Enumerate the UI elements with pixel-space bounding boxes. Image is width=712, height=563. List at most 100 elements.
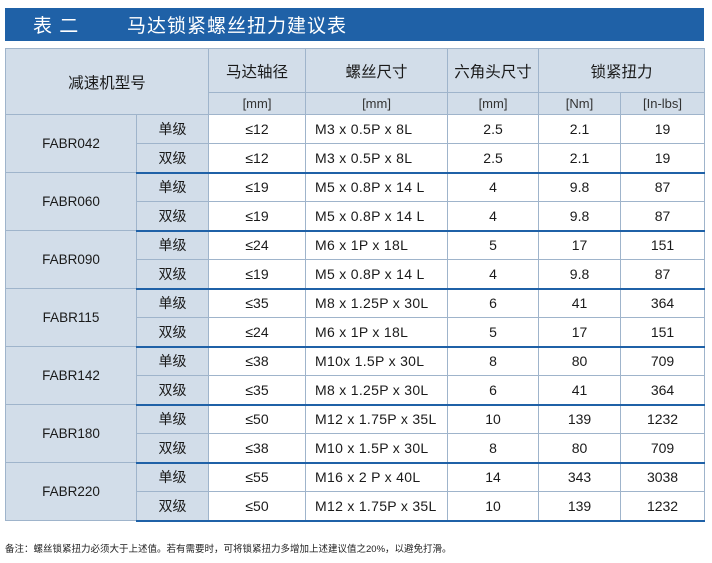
hex-cell: 10 (447, 491, 540, 522)
table-row: FABR060 单级 ≤19 M5 x 0.8P x 14 L 4 9.8 87 (5, 172, 706, 231)
unit-nm: [Nm] (538, 92, 622, 115)
screw-cell: M12 x 1.75P x 35L (305, 404, 449, 434)
table-row: 双级 ≤50 M12 x 1.75P x 35L 10 139 1232 (6, 491, 706, 522)
stage-cell: 单级 (135, 288, 210, 318)
shaft-cell: ≤35 (208, 288, 307, 318)
nm-cell: 139 (538, 404, 622, 434)
unit-shaft: [mm] (208, 92, 307, 115)
shaft-cell: ≤19 (208, 259, 307, 290)
model-cell: FABR220 (5, 462, 137, 521)
screw-cell: M5 x 0.8P x 14 L (305, 259, 449, 290)
nm-cell: 139 (538, 491, 622, 522)
model-cell: FABR115 (5, 288, 137, 347)
table-row: 双级 ≤35 M8 x 1.25P x 30L 6 41 364 (6, 375, 706, 406)
unit-screw: [mm] (305, 92, 449, 115)
shaft-cell: ≤19 (208, 172, 307, 202)
shaft-cell: ≤50 (208, 491, 307, 522)
shaft-cell: ≤35 (208, 375, 307, 406)
unit-inlbs: [In-lbs] (620, 92, 706, 115)
inlbs-cell: 709 (620, 346, 706, 376)
inlbs-cell: 151 (620, 317, 706, 348)
inlbs-cell: 19 (620, 114, 706, 144)
header-hex: 六角头尺寸 (447, 48, 540, 93)
inlbs-cell: 19 (620, 143, 706, 174)
header-screw: 螺丝尺寸 (305, 48, 449, 93)
model-cell: FABR090 (5, 230, 137, 289)
torque-table: 减速机型号 马达轴径 螺丝尺寸 六角头尺寸 锁紧扭力 [mm] [mm] [mm… (4, 48, 706, 522)
shaft-cell: ≤38 (208, 346, 307, 376)
inlbs-cell: 3038 (620, 462, 706, 492)
table-row: 双级 ≤19 M5 x 0.8P x 14 L 4 9.8 87 (6, 259, 706, 290)
hex-cell: 8 (447, 433, 540, 464)
table-number: 表 二 (33, 16, 80, 37)
screw-cell: M10x 1.5P x 30L (305, 346, 449, 376)
shaft-cell: ≤50 (208, 404, 307, 434)
stage-cell: 单级 (135, 172, 210, 202)
nm-cell: 343 (538, 462, 622, 492)
hex-cell: 10 (447, 404, 540, 434)
shaft-cell: ≤12 (208, 114, 307, 144)
header-row: 减速机型号 马达轴径 螺丝尺寸 六角头尺寸 锁紧扭力 (4, 48, 706, 115)
inlbs-cell: 1232 (620, 404, 706, 434)
nm-cell: 41 (538, 375, 622, 406)
hex-cell: 6 (447, 288, 540, 318)
hex-cell: 5 (447, 230, 540, 260)
screw-cell: M3 x 0.5P x 8L (305, 143, 449, 174)
nm-cell: 41 (538, 288, 622, 318)
model-cell: FABR180 (5, 404, 137, 463)
nm-cell: 80 (538, 433, 622, 464)
table-row: FABR090 单级 ≤24 M6 x 1P x 18L 5 17 151 (5, 230, 706, 289)
stage-cell: 双级 (135, 375, 210, 406)
screw-cell: M5 x 0.8P x 14 L (305, 172, 449, 202)
hex-cell: 2.5 (447, 114, 540, 144)
stage-cell: 单级 (135, 114, 210, 144)
hex-cell: 2.5 (447, 143, 540, 174)
inlbs-cell: 87 (620, 201, 706, 232)
stage-cell: 双级 (135, 491, 210, 522)
table-row: 双级 ≤24 M6 x 1P x 18L 5 17 151 (6, 317, 706, 348)
screw-cell: M6 x 1P x 18L (305, 230, 449, 260)
shaft-cell: ≤24 (208, 230, 307, 260)
screw-cell: M8 x 1.25P x 30L (305, 375, 449, 406)
model-cell: FABR042 (5, 114, 137, 173)
table-row: FABR180 单级 ≤50 M12 x 1.75P x 35L 10 139 1232 (5, 404, 706, 463)
stage-cell: 单级 (135, 230, 210, 260)
stage-cell: 双级 (135, 317, 210, 348)
header-torque: 锁紧扭力 (538, 48, 706, 93)
stage-cell: 双级 (135, 143, 210, 174)
inlbs-cell: 151 (620, 230, 706, 260)
model-cell: FABR142 (5, 346, 137, 405)
table-row: 双级 ≤38 M10 x 1.5P x 30L 8 80 709 (6, 433, 706, 464)
hex-cell: 4 (447, 172, 540, 202)
table-title: 马达锁紧螺丝扭力建议表 (127, 16, 348, 37)
header-model: 减速机型号 (4, 48, 210, 115)
screw-cell: M16 x 2 P x 40L (305, 462, 449, 492)
nm-cell: 17 (538, 317, 622, 348)
unit-hex: [mm] (447, 92, 540, 115)
nm-cell: 9.8 (538, 172, 622, 202)
shaft-cell: ≤24 (208, 317, 307, 348)
inlbs-cell: 364 (620, 375, 706, 406)
screw-cell: M8 x 1.25P x 30L (305, 288, 449, 318)
footnote: 备注：螺丝锁紧扭力必须大于上述值。若有需要时，可将锁紧扭力多增加上述建议值之20… (5, 544, 452, 555)
table-row: 双级 ≤12 M3 x 0.5P x 8L 2.5 2.1 19 (6, 143, 706, 174)
table-row: FABR142 单级 ≤38 M10x 1.5P x 30L 8 80 709 (5, 346, 706, 405)
screw-cell: M5 x 0.8P x 14 L (305, 201, 449, 232)
inlbs-cell: 364 (620, 288, 706, 318)
nm-cell: 2.1 (538, 143, 622, 174)
hex-cell: 4 (447, 259, 540, 290)
hex-cell: 6 (447, 375, 540, 406)
stage-cell: 单级 (135, 404, 210, 434)
shaft-cell: ≤12 (208, 143, 307, 174)
header-shaft: 马达轴径 (208, 48, 307, 93)
hex-cell: 8 (447, 346, 540, 376)
table-row: FABR042 单级 ≤12 M3 x 0.5P x 8L 2.5 2.1 19 (5, 114, 706, 173)
table-row: 双级 ≤19 M5 x 0.8P x 14 L 4 9.8 87 (6, 201, 706, 232)
table-row: FABR220 单级 ≤55 M16 x 2 P x 40L 14 343 3038 (5, 462, 706, 521)
table-body: FABR042 单级 ≤12 M3 x 0.5P x 8L 2.5 2.1 19 双级 ≤12 M… (5, 114, 706, 522)
model-cell: FABR060 (5, 172, 137, 231)
hex-cell: 4 (447, 201, 540, 232)
inlbs-cell: 1232 (620, 491, 706, 522)
inlbs-cell: 87 (620, 172, 706, 202)
screw-cell: M6 x 1P x 18L (305, 317, 449, 348)
